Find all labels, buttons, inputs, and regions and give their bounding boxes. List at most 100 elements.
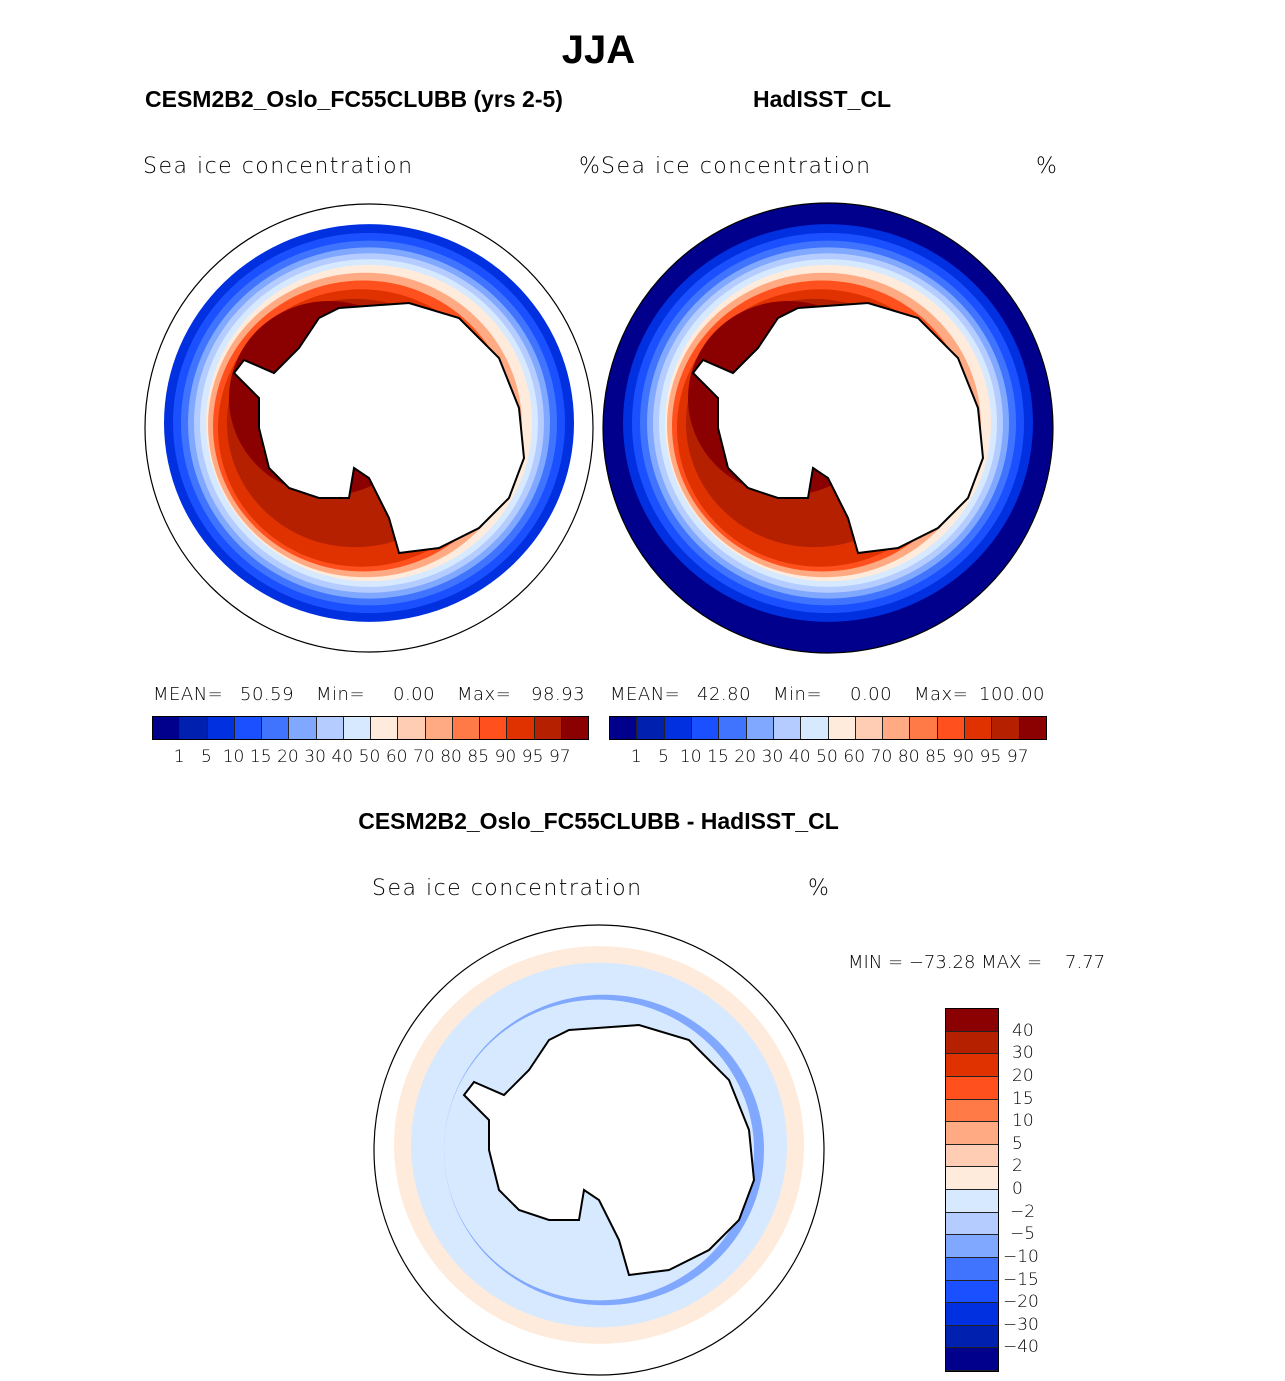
colorbar-swatch: [946, 1054, 998, 1077]
colorbar-swatch: [946, 1122, 998, 1145]
colorbar-tick-label: 20: [1012, 1065, 1034, 1086]
colorbar-swatch: [691, 717, 720, 739]
colorbar-swatch: [207, 717, 235, 739]
colorbar-swatch: [946, 1303, 998, 1326]
colorbar-swatch: [343, 717, 371, 739]
colorbar-swatch: [664, 717, 692, 739]
colorbar-tick-label: 20: [277, 747, 299, 767]
colorbar-swatch: [234, 717, 262, 739]
colorbar-tick-label: 97: [1006, 747, 1029, 767]
colorbar-swatch: [719, 717, 747, 739]
panel2-max: 100.00: [979, 684, 1045, 705]
colorbar-swatch: [398, 717, 426, 739]
colorbar-tick-label: 0: [1012, 1179, 1023, 1199]
colorbar-panel2: [609, 716, 1047, 740]
colorbar-tick-label: 90: [494, 747, 517, 767]
colorbar-tick-label: 50: [816, 747, 838, 767]
colorbar-tick-label: −5: [1010, 1224, 1036, 1245]
colorbar-tick-label: 20: [734, 747, 757, 767]
panel2-max-label: Max=: [914, 684, 969, 705]
colorbar-tick-label: 85: [925, 747, 947, 767]
colorbar-swatch: [534, 717, 562, 739]
colorbar-tick-label: 10: [679, 747, 702, 767]
colorbar-swatch: [480, 717, 508, 739]
panel2-min: 0.00: [850, 684, 893, 705]
colorbar-swatch: [1019, 717, 1046, 739]
colorbar-tick-label: −40: [1003, 1337, 1039, 1358]
colorbar-swatch: [883, 717, 911, 739]
colorbar-tick-label: 80: [897, 747, 920, 767]
colorbar-swatch: [828, 717, 856, 739]
colorbar-tick-label: −2: [1010, 1201, 1036, 1222]
colorbar-tick-label: 95: [521, 747, 544, 767]
colorbar-tick-label: 80: [440, 747, 462, 767]
colorbar-swatch: [946, 1099, 998, 1123]
colorbar-swatch: [946, 1348, 998, 1371]
colorbar-tick-label: 40: [788, 747, 811, 767]
colorbar-tick-label: 97: [548, 747, 571, 767]
colorbar-tick-label: 60: [843, 747, 866, 767]
colorbar-swatch: [801, 717, 829, 739]
colorbar-tick-label: 70: [413, 747, 435, 767]
colorbar-tick-label: 15: [707, 747, 729, 767]
panel3-minmax: MIN = −73.28 MAX = 7.77: [848, 952, 1106, 973]
colorbar-tick-label: 85: [467, 747, 490, 767]
panel2-subtitle: HadISST_CL: [753, 86, 892, 112]
panel1-subtitle: CESM2B2_Oslo_FC55CLUBB (yrs 2-5): [145, 86, 563, 112]
colorbar-tick-label: 30: [304, 747, 326, 767]
colorbar-tick-label: −30: [1003, 1314, 1039, 1335]
colorbar-swatch: [289, 717, 317, 739]
colorbar-swatch: [946, 1167, 998, 1190]
colorbar-tick-label: −15: [1003, 1269, 1039, 1290]
panel1-min: 0.00: [393, 684, 436, 705]
colorbar-swatch: [946, 1212, 998, 1236]
colorbar-swatch: [855, 717, 884, 739]
colorbar-swatch: [316, 717, 344, 739]
panel2-min-label: Min=: [773, 684, 823, 705]
colorbar-tick-label: 30: [1012, 1043, 1034, 1064]
map-obs: [602, 202, 1054, 654]
colorbar-swatch: [773, 717, 802, 739]
panel2-units: %: [1036, 154, 1059, 179]
panel1-variable: Sea ice concentration: [143, 154, 414, 179]
colorbar-swatch: [946, 1235, 998, 1258]
colorbar-tick-label: 5: [200, 747, 212, 767]
figure-title: JJA: [561, 28, 636, 72]
panel1-mean-label: MEAN=: [153, 684, 224, 705]
colorbar-swatch: [507, 717, 535, 739]
panel1-min-label: Min=: [316, 684, 366, 705]
colorbar-difference: [945, 1008, 999, 1372]
colorbar-swatch: [946, 1009, 998, 1032]
colorbar-tick-label: 10: [1012, 1111, 1034, 1132]
map-boundary: [144, 203, 594, 653]
colorbar-tick-label: 10: [222, 747, 245, 767]
colorbar-swatch: [262, 717, 290, 739]
colorbar-swatch: [452, 717, 480, 739]
panel3-units: %: [808, 876, 831, 901]
colorbar-tick-label: 1: [173, 747, 185, 767]
panel2-mean-label: MEAN=: [610, 684, 681, 705]
colorbar-swatch: [153, 717, 181, 739]
colorbar-tick-label: 95: [979, 747, 1002, 767]
colorbar-tick-label: 15: [249, 747, 272, 767]
colorbar-tick-label: 2: [1012, 1156, 1023, 1177]
panel3-variable: Sea ice concentration: [372, 876, 643, 901]
colorbar-tick-label: 5: [1012, 1133, 1023, 1154]
colorbar-swatch: [946, 1280, 998, 1304]
colorbar-swatch: [180, 717, 208, 739]
colorbar-tick-label: 30: [761, 747, 784, 767]
map-model: [144, 203, 594, 653]
colorbar-tick-label: −20: [1003, 1292, 1039, 1313]
colorbar-tick-label: 15: [1012, 1088, 1034, 1109]
colorbar-swatch: [561, 717, 588, 739]
map-boundary: [373, 924, 825, 1376]
panel3-subtitle: CESM2B2_Oslo_FC55CLUBB - HadISST_CL: [358, 808, 839, 834]
panel1-max: 98.93: [531, 684, 586, 705]
colorbar-tick-label: 40: [1012, 1020, 1034, 1041]
colorbar-swatch: [746, 717, 774, 739]
panel1-mean: 50.59: [240, 684, 295, 705]
panel1-units: %: [579, 154, 602, 179]
antarctica-coastline: [462, 1023, 756, 1277]
